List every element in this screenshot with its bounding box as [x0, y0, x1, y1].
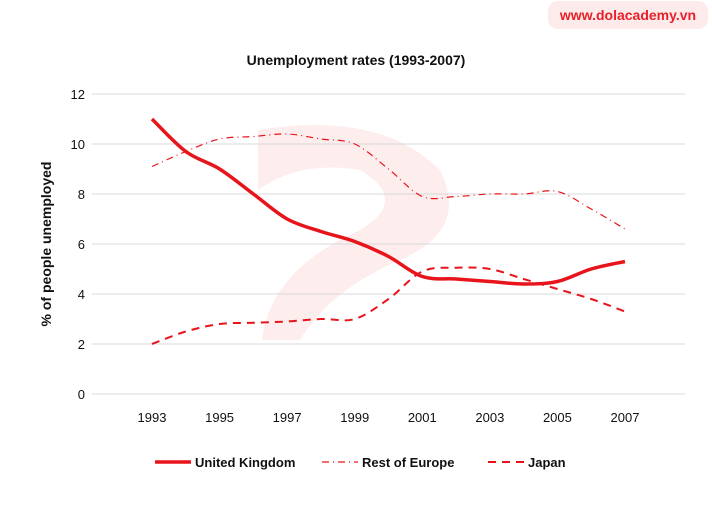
y-tick-label: 0 — [78, 387, 85, 402]
x-tick-label: 2003 — [475, 410, 504, 425]
watermark-logo — [258, 125, 449, 340]
legend-label: United Kingdom — [195, 455, 295, 470]
x-tick-label: 1995 — [205, 410, 234, 425]
y-tick-label: 6 — [78, 237, 85, 252]
legend-label: Rest of Europe — [362, 455, 454, 470]
chart-title: Unemployment rates (1993-2007) — [247, 52, 466, 68]
x-tick-label: 2001 — [408, 410, 437, 425]
y-tick-label: 10 — [71, 137, 85, 152]
y-tick-label: 4 — [78, 287, 85, 302]
x-tick-label: 1997 — [273, 410, 302, 425]
y-tick-label: 8 — [78, 187, 85, 202]
x-tick-label: 1993 — [138, 410, 167, 425]
y-tick-label: 2 — [78, 337, 85, 352]
y-axis-label: % of people unemployed — [38, 162, 54, 327]
x-tick-label: 2007 — [611, 410, 640, 425]
brand-badge[interactable]: www.dolacademy.vn — [548, 1, 708, 29]
series-line-japan — [151, 266, 626, 345]
x-tick-label: 1999 — [340, 410, 369, 425]
y-tick-label: 12 — [71, 87, 85, 102]
x-tick-label: 2005 — [543, 410, 572, 425]
legend-label: Japan — [528, 455, 566, 470]
